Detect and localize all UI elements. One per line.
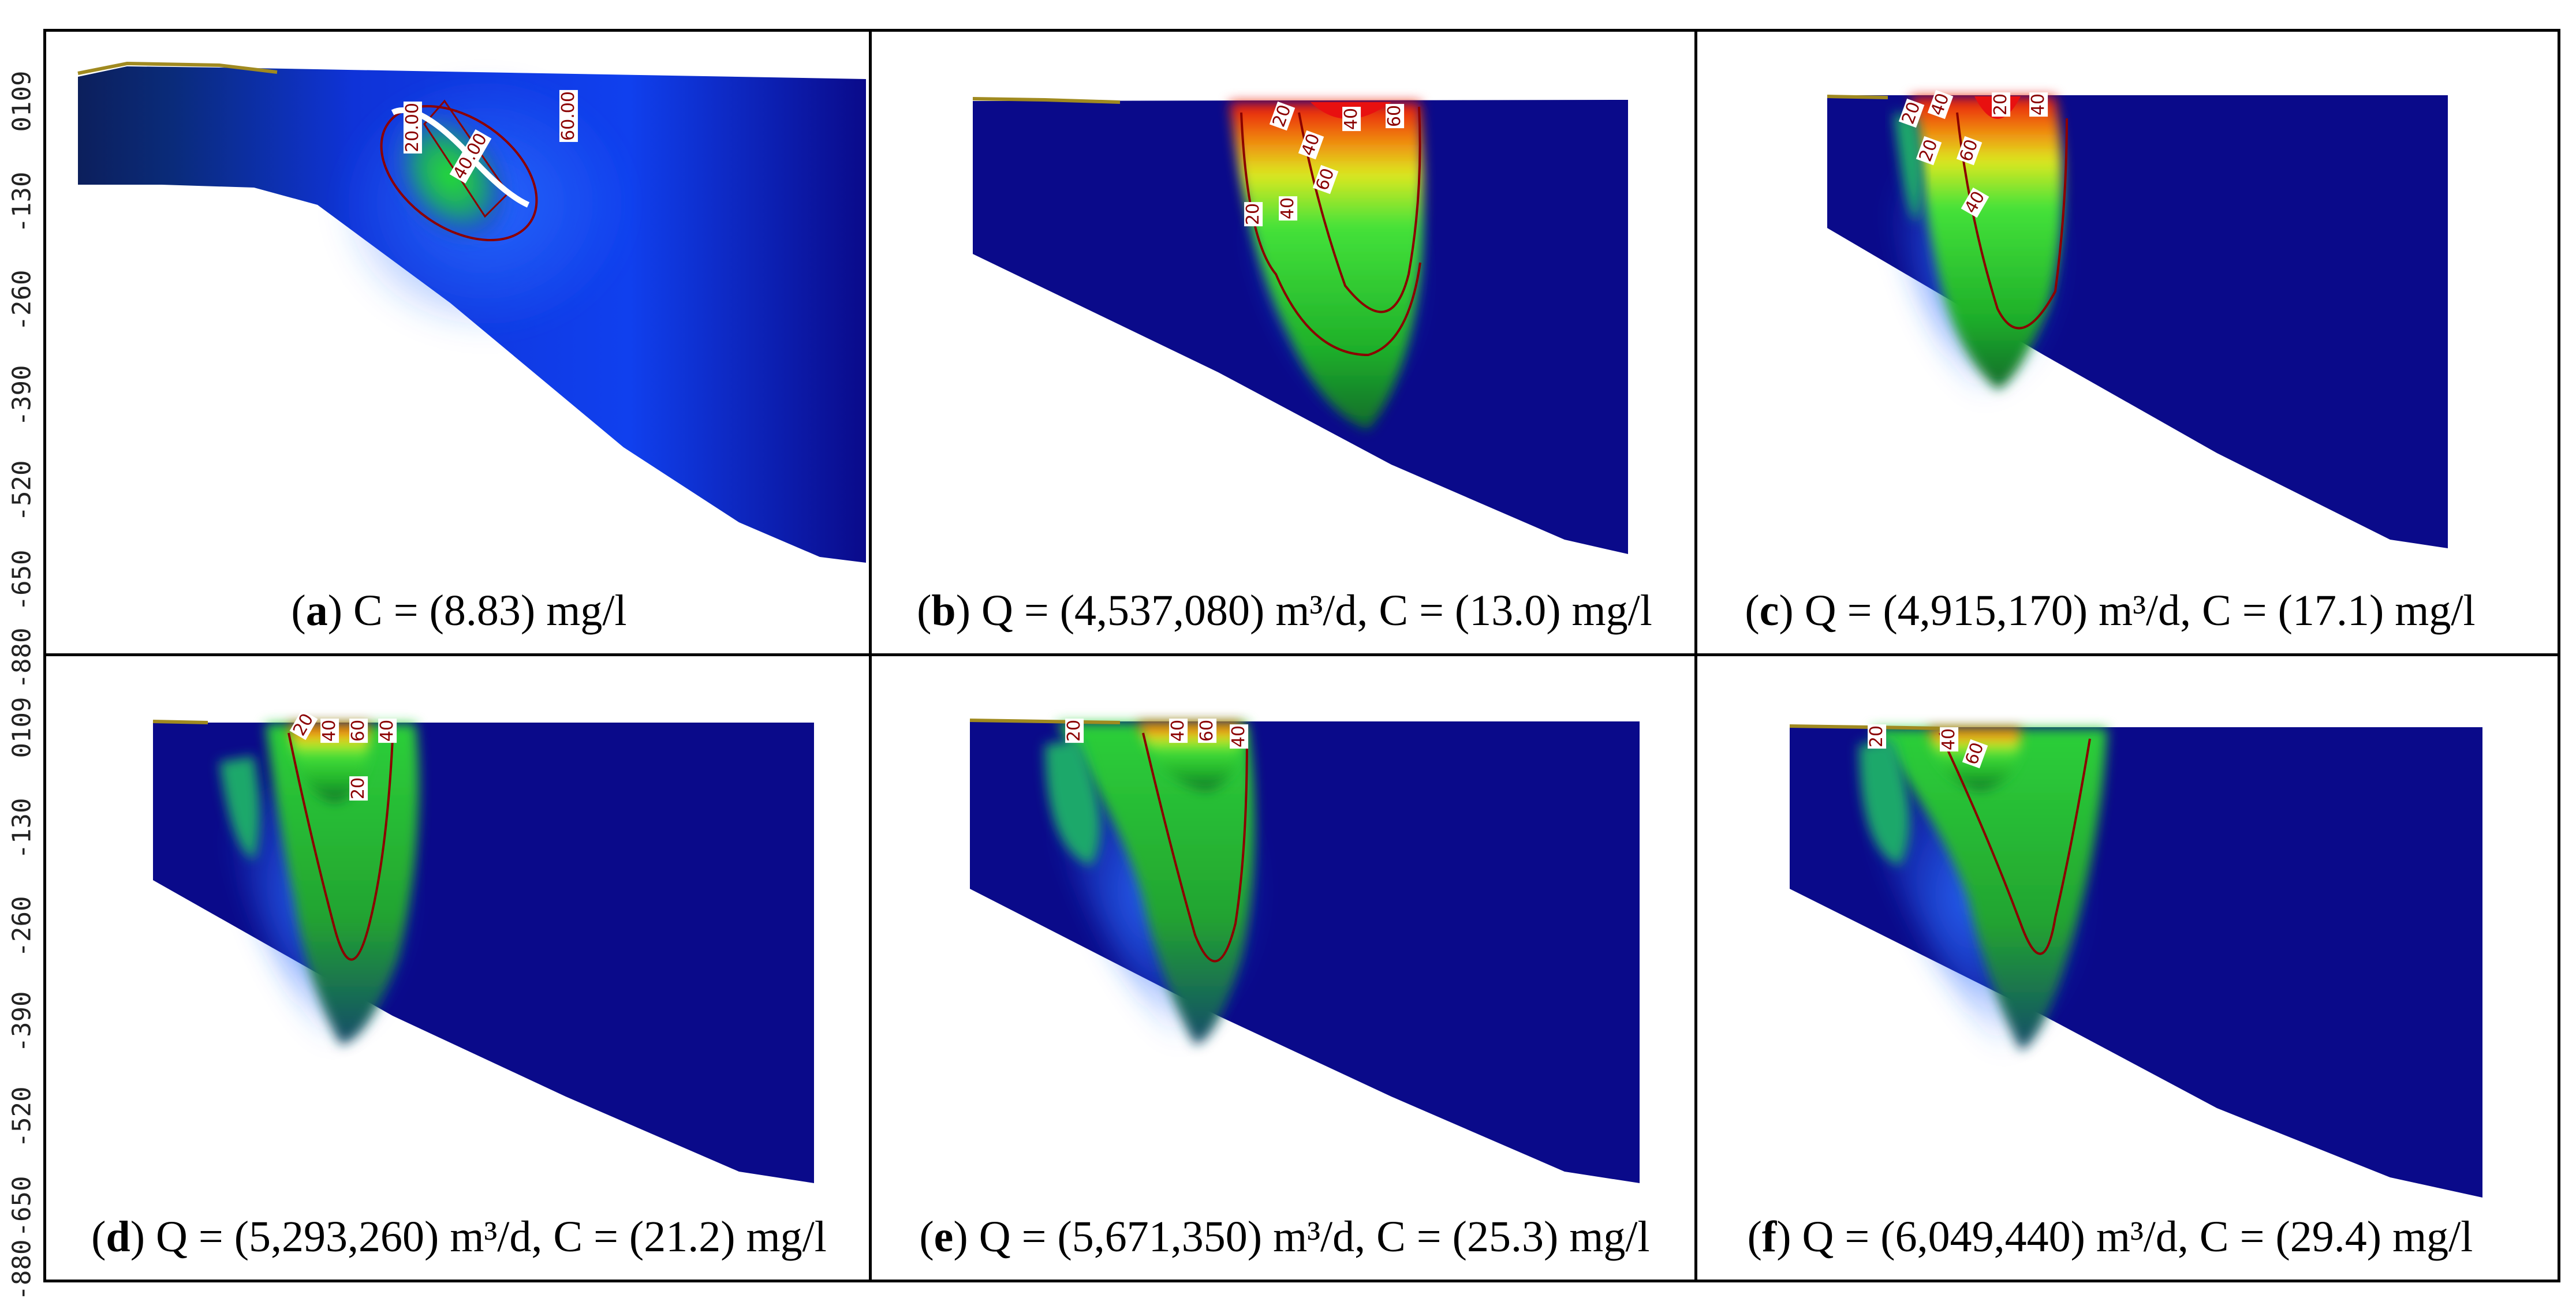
y-tick: 0109: [7, 70, 37, 132]
panel-caption: (e) Q = (5,671,350) m³/d, C = (25.3) mg/…: [919, 1213, 1650, 1261]
y-tick: -390: [7, 365, 37, 426]
cross-section-plot: [1789, 724, 2482, 1198]
cross-section-plot: [969, 719, 1640, 1183]
panel-caption: (f) Q = (6,049,440) m³/d, C = (29.4) mg/…: [1747, 1213, 2473, 1261]
panel-caption: (b) Q = (4,537,080) m³/d, C = (13.0) mg/…: [917, 586, 1652, 635]
y-tick: -260: [7, 896, 37, 957]
grid-divider: [43, 653, 2560, 656]
y-axis-bottom: -880 0109 -130 -260 -390 -520 -650 -880: [0, 627, 43, 1300]
panel-e: 20 40 60 40 (e) Q = (5,671,350) m³/d, C …: [872, 658, 1697, 1273]
y-axis-top: 0109 -130 -260 -390 -520 -650: [0, 29, 43, 655]
y-tick: -650: [7, 549, 37, 611]
panel-caption: (d) Q = (5,293,260) m³/d, C = (21.2) mg/…: [91, 1213, 827, 1261]
y-tick: -390: [7, 991, 37, 1052]
y-tick: -130: [7, 171, 37, 233]
panel-b: 20 40 60 40 20 40 60 (b) Q = (4,537,080)…: [872, 32, 1697, 646]
y-tick: -520: [7, 1086, 37, 1147]
cross-section-plot: [152, 720, 814, 1183]
panel-a: 20.00 40.00 60.00 (a) C = (8.83) mg/l: [46, 32, 872, 646]
panel-f: 20 40 60 (f) Q = (6,049,440) m³/d, C = (…: [1697, 658, 2523, 1273]
y-tick: -520: [7, 460, 37, 521]
panel-caption: (a) C = (8.83) mg/l: [291, 586, 627, 635]
y-tick: -260: [7, 270, 37, 331]
y-tick: 0109: [7, 697, 37, 758]
panel-caption: (c) Q = (4,915,170) m³/d, C = (17.1) mg/…: [1745, 586, 2476, 635]
panel-c: 20 40 60 20 40 20 40 (c) Q = (4,915,170)…: [1697, 32, 2523, 646]
y-tick: -880: [7, 1239, 37, 1300]
y-tick: -130: [7, 798, 37, 859]
panel-d: 20 40 60 40 20 (d) Q = (5,293,260) m³/d,…: [46, 658, 872, 1273]
cross-section-plot: [1827, 95, 2448, 548]
